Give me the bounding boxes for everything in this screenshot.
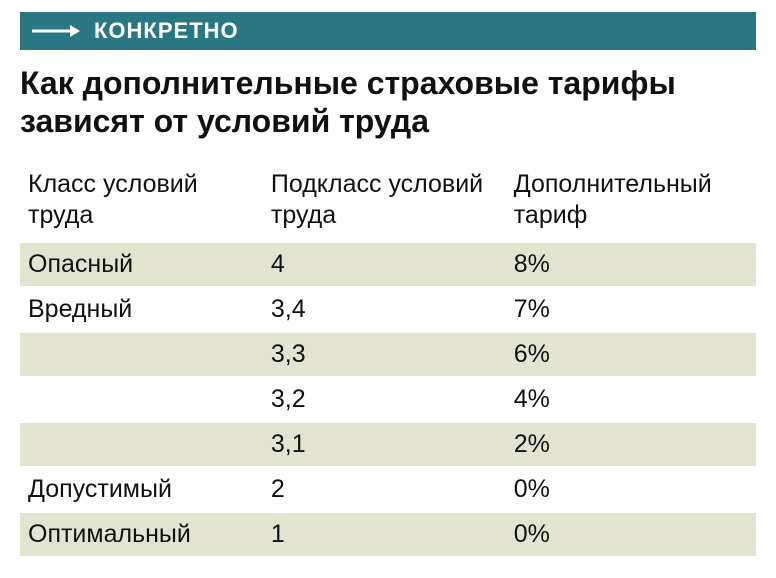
cell-subclass: 3,3 [263, 332, 506, 377]
cell-class [20, 377, 263, 422]
tariff-table: Класс условий труда Подкласс условий тру… [20, 163, 756, 559]
cell-rate: 2% [506, 422, 756, 467]
table-header-row: Класс условий труда Подкласс условий тру… [20, 163, 756, 243]
table-row: Допустимый20% [20, 467, 756, 512]
table-row: Вредный3,47% [20, 287, 756, 332]
cell-subclass: 2 [263, 467, 506, 512]
cell-subclass: 3,1 [263, 422, 506, 467]
cell-rate: 8% [506, 242, 756, 287]
table-row: 3,36% [20, 332, 756, 377]
cell-rate: 6% [506, 332, 756, 377]
banner-label: КОНКРЕТНО [94, 18, 239, 44]
table-row: 3,24% [20, 377, 756, 422]
cell-rate: 4% [506, 377, 756, 422]
table-row: Оптимальный10% [20, 512, 756, 557]
cell-class: Оптимальный [20, 512, 263, 557]
col-header-class: Класс условий труда [20, 163, 263, 243]
cell-class: Допустимый [20, 467, 263, 512]
cell-subclass: 4 [263, 242, 506, 287]
cell-class [20, 422, 263, 467]
cell-rate: 7% [506, 287, 756, 332]
cell-class: Опасный [20, 242, 263, 287]
col-header-rate: Дополнительный тариф [506, 163, 756, 243]
cell-subclass: 3,4 [263, 287, 506, 332]
cell-rate: 0% [506, 467, 756, 512]
cell-rate: 0% [506, 512, 756, 557]
table-row: Опасный48% [20, 242, 756, 287]
section-banner: КОНКРЕТНО [20, 12, 756, 50]
cell-class: Вредный [20, 287, 263, 332]
table-row: 3,12% [20, 422, 756, 467]
cell-subclass: 1 [263, 512, 506, 557]
col-header-subclass: Подкласс условий труда [263, 163, 506, 243]
cell-subclass: 3,2 [263, 377, 506, 422]
cell-class [20, 332, 263, 377]
page-title: Как дополнительные страховые тарифы зави… [20, 64, 756, 141]
arrow-right-icon [32, 22, 80, 40]
